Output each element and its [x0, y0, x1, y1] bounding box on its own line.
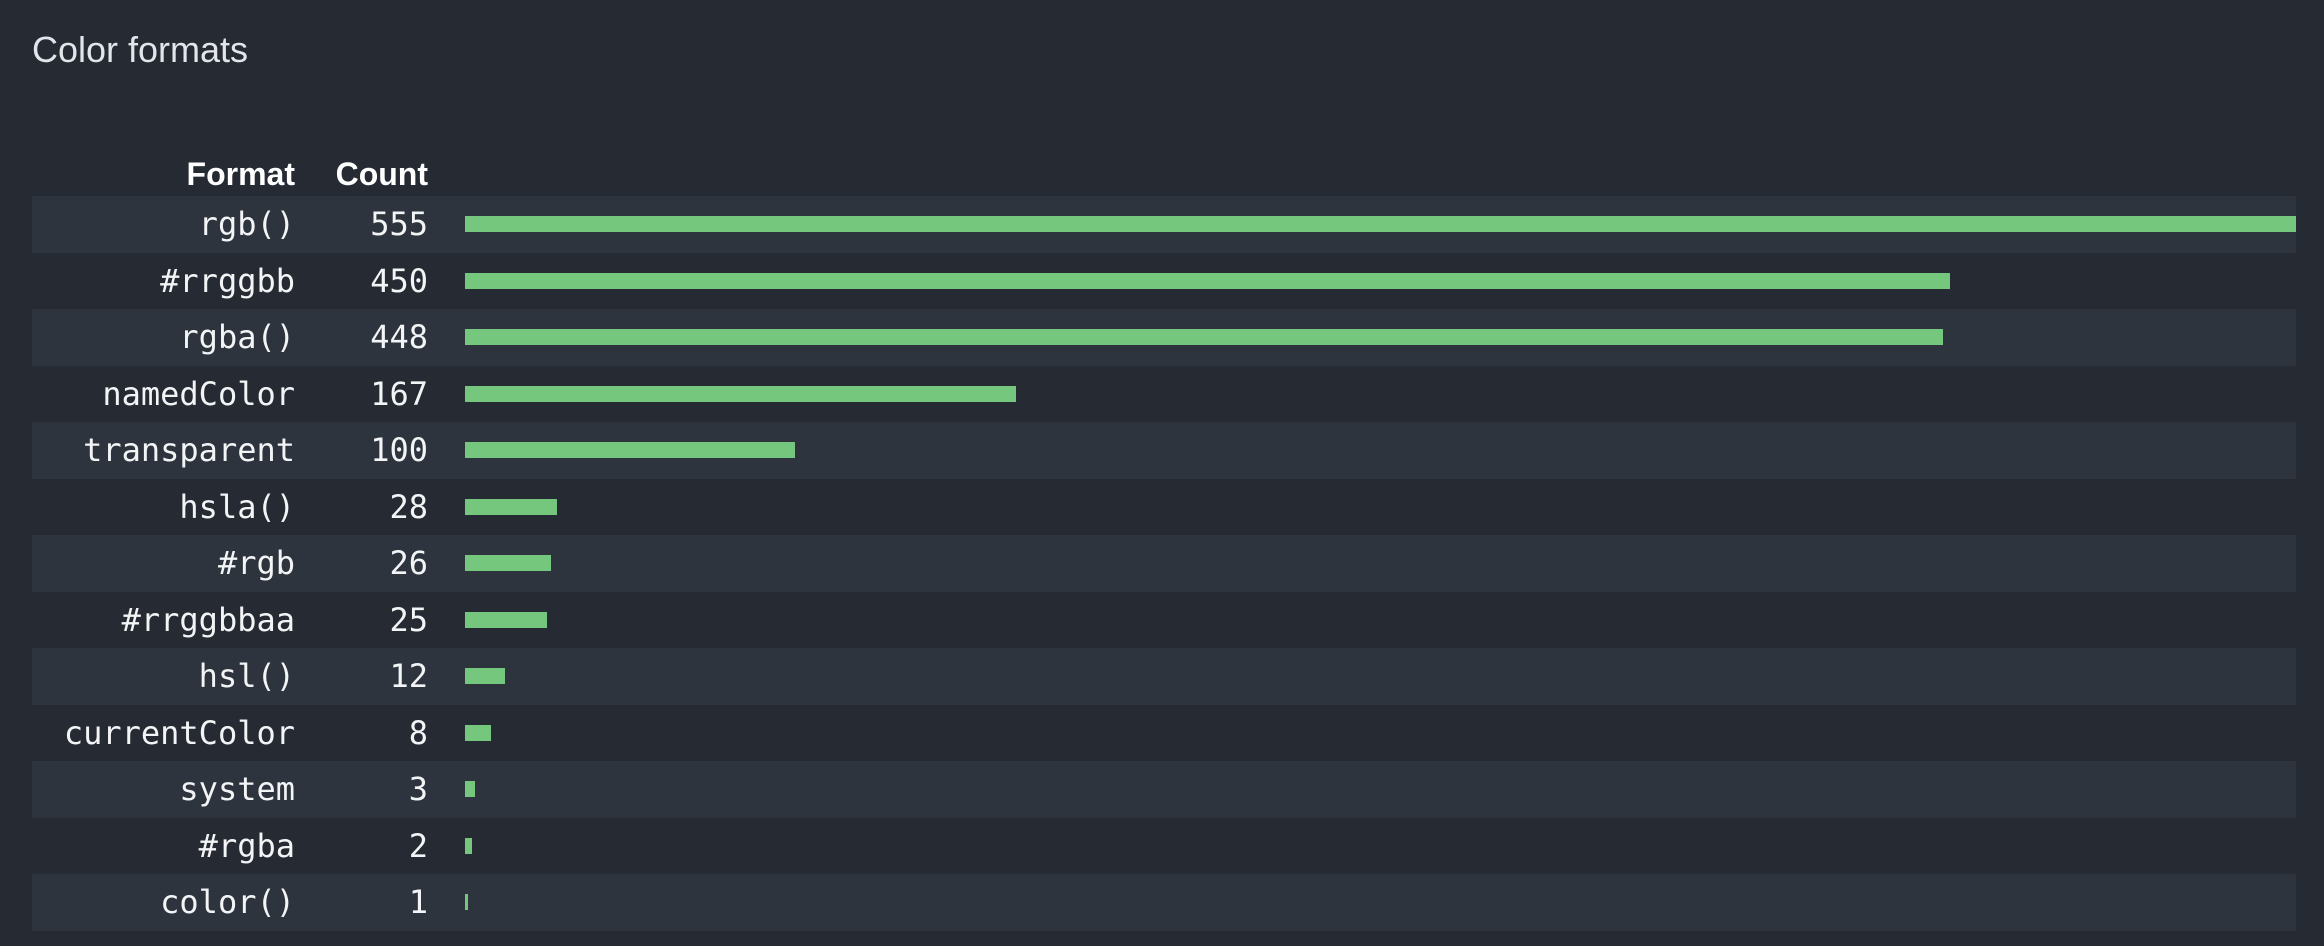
table-row: hsl() 12	[32, 648, 2296, 705]
bar-track	[465, 668, 2296, 685]
table-row: #rrggbb 450	[32, 253, 2296, 310]
table-row: hsla() 28	[32, 479, 2296, 536]
table-row: currentColor 8	[32, 705, 2296, 762]
bar-track	[465, 837, 2296, 854]
column-header-count: Count	[335, 156, 428, 192]
bar-track	[465, 611, 2296, 628]
count-cell: 167	[370, 374, 428, 413]
count-bar	[465, 272, 1950, 289]
bar-track	[465, 498, 2296, 515]
format-cell: color()	[160, 883, 295, 922]
count-bar	[465, 894, 469, 911]
formats-table: Format Count rgb() 555 #rrggbb 450 rgba(…	[32, 154, 2296, 931]
count-bar	[465, 498, 558, 515]
count-bar	[465, 837, 472, 854]
count-bar	[465, 724, 492, 741]
bar-track	[465, 272, 2296, 289]
table-row: #rrggbbaa 25	[32, 592, 2296, 649]
count-cell: 555	[370, 205, 428, 244]
format-cell: namedColor	[102, 374, 295, 413]
count-bar	[465, 329, 1943, 346]
count-cell: 1	[408, 883, 428, 922]
count-cell: 25	[389, 600, 428, 639]
bar-track	[465, 385, 2296, 402]
bar-track	[465, 442, 2296, 459]
table-row: rgb() 555	[32, 196, 2296, 253]
table-row: #rgba 2	[32, 818, 2296, 875]
bar-track	[465, 216, 2296, 233]
count-cell: 448	[370, 318, 428, 357]
count-cell: 100	[370, 431, 428, 470]
format-cell: hsla()	[179, 487, 295, 526]
count-bar	[465, 611, 548, 628]
table-header-row: Format Count	[32, 154, 2296, 196]
count-cell: 2	[408, 826, 428, 865]
bar-track	[465, 329, 2296, 346]
count-bar	[465, 216, 2296, 233]
format-cell: #rgba	[198, 826, 295, 865]
table-body: rgb() 555 #rrggbb 450 rgba() 448 namedCo…	[32, 196, 2296, 931]
format-cell: system	[179, 770, 295, 809]
header-bar-spacer	[465, 174, 2296, 190]
count-bar	[465, 781, 475, 798]
bar-track	[465, 781, 2296, 798]
format-cell: transparent	[83, 431, 295, 470]
table-row: color() 1	[32, 874, 2296, 931]
bar-track	[465, 724, 2296, 741]
count-bar	[465, 555, 551, 572]
count-cell: 8	[408, 713, 428, 752]
count-bar	[465, 668, 505, 685]
format-cell: rgb()	[198, 205, 295, 244]
count-bar	[465, 385, 1016, 402]
table-row: rgba() 448	[32, 309, 2296, 366]
table-row: namedColor 167	[32, 366, 2296, 423]
count-cell: 26	[389, 544, 428, 583]
table-row: system 3	[32, 761, 2296, 818]
count-cell: 12	[389, 657, 428, 696]
format-cell: currentColor	[63, 713, 295, 752]
format-cell: hsl()	[198, 657, 295, 696]
format-cell: #rrggbb	[160, 261, 295, 300]
format-cell: #rgb	[217, 544, 295, 583]
count-cell: 28	[389, 487, 428, 526]
format-cell: #rrggbbaa	[121, 600, 295, 639]
column-header-format: Format	[186, 156, 295, 192]
count-bar	[465, 442, 795, 459]
format-cell: rgba()	[179, 318, 295, 357]
count-cell: 450	[370, 261, 428, 300]
count-cell: 3	[408, 770, 428, 809]
bar-track	[465, 894, 2296, 911]
chart-title: Color formats	[32, 29, 249, 70]
bar-track	[465, 555, 2296, 572]
table-row: transparent 100	[32, 422, 2296, 479]
table-row: #rgb 26	[32, 535, 2296, 592]
